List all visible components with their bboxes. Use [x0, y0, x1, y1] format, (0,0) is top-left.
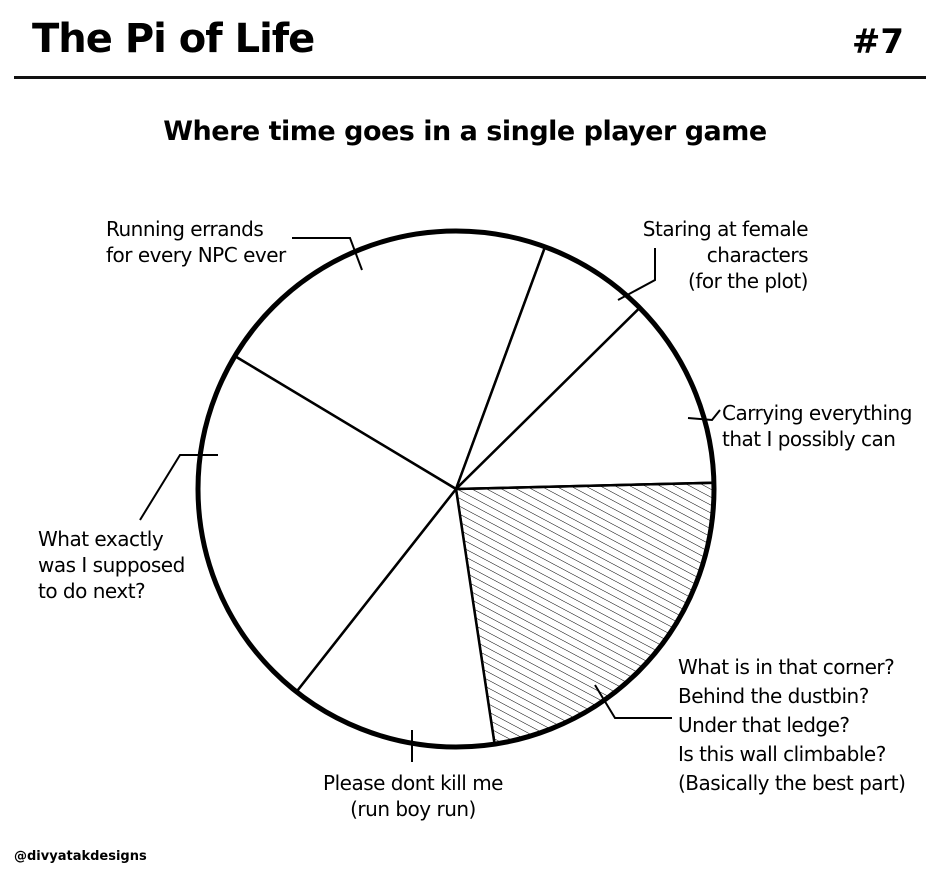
- label-line: Is this wall climbable?: [678, 742, 886, 766]
- label-line: Running errands: [106, 217, 264, 241]
- leader-line-staring: [617, 248, 656, 301]
- author-credit: @divyatakdesigns: [14, 849, 147, 864]
- label-line: (run boy run): [350, 797, 476, 821]
- label-line: (for the plot): [688, 269, 808, 293]
- pie-outline: [195, 228, 717, 750]
- label-running-errands: Running errands for every NPC ever: [106, 216, 286, 268]
- label-line: that I possibly can: [722, 427, 896, 451]
- header-divider: [14, 76, 926, 79]
- label-line: What is in that corner?: [678, 655, 895, 679]
- leader-line-next: [139, 454, 218, 521]
- label-exploring: What is in that corner? Behind the dustb…: [678, 653, 906, 798]
- label-dont-kill: Please dont kill me (run boy run): [288, 770, 538, 822]
- label-line: for every NPC ever: [106, 243, 286, 267]
- label-carrying: Carrying everything that I possibly can: [722, 400, 912, 452]
- label-line: Under that ledge?: [678, 713, 850, 737]
- label-staring: Staring at female characters (for the pl…: [642, 216, 809, 294]
- leader-line-carrying: [687, 409, 721, 422]
- comic-number: #7: [851, 22, 904, 62]
- pie-slice-3: [454, 481, 716, 746]
- label-line: (Basically the best part): [678, 771, 906, 795]
- label-what-next: What exactly was I supposed to do next?: [38, 526, 185, 604]
- leader-line-errands: [292, 237, 363, 271]
- label-line: Carrying everything: [722, 401, 912, 425]
- label-line: What exactly: [38, 527, 164, 551]
- label-line: was I supposed: [38, 553, 185, 577]
- comic-title: The Pi of Life: [32, 16, 315, 62]
- label-line: Please dont kill me: [323, 771, 503, 795]
- leader-line-exploring: [594, 684, 672, 719]
- label-line: characters: [706, 243, 809, 267]
- label-line: Behind the dustbin?: [678, 684, 869, 708]
- label-line: Staring at female: [642, 217, 809, 241]
- label-line: to do next?: [38, 579, 146, 603]
- chart-title: Where time goes in a single player game: [163, 116, 767, 147]
